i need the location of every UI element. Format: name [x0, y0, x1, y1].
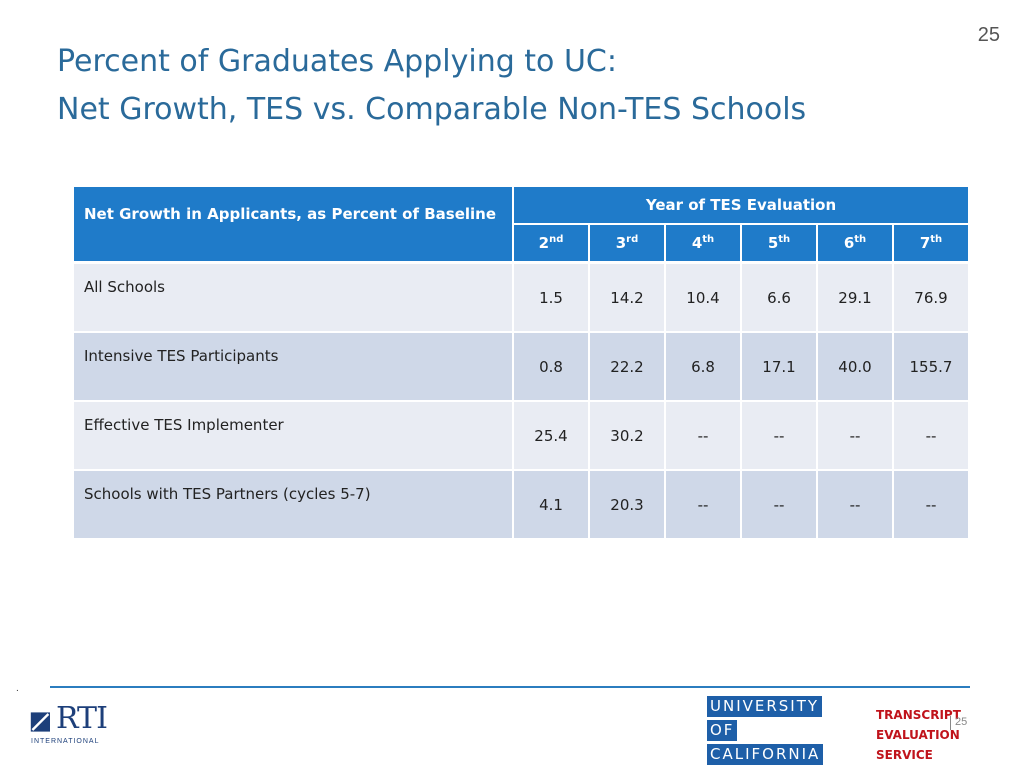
table-cell: 76.9 — [892, 261, 970, 333]
table-cell: 0.8 — [512, 331, 590, 402]
table-cell: -- — [892, 469, 970, 540]
table-row: Intensive TES Participants 0.8 22.2 6.8 … — [72, 331, 970, 402]
table-cell: 17.1 — [740, 331, 818, 402]
title-line-2: Net Growth, TES vs. Comparable Non-TES S… — [57, 92, 807, 127]
uc-logo: UNIVERSITY OF CALIFORNIA — [707, 696, 824, 768]
table-cell: 14.2 — [588, 261, 666, 333]
table-cell: 40.0 — [816, 331, 894, 402]
table-cell: 10.4 — [664, 261, 742, 333]
year-group-header: Year of TES Evaluation — [512, 185, 970, 225]
rti-logo: RTI — [56, 701, 108, 736]
table-cell: -- — [892, 400, 970, 471]
table-header-row-2: 2nd 3rd 4th 5th 6th 7th — [73, 223, 970, 264]
table-cell: -- — [664, 400, 742, 471]
row-label: Intensive TES Participants — [72, 331, 514, 402]
table-header-row-1: Net Growth in Applicants, as Percent of … — [72, 185, 970, 264]
table-cell: 1.5 — [512, 261, 590, 333]
table-row: All Schools 1.5 14.2 10.4 6.6 29.1 76.9 — [72, 261, 970, 333]
column-header: 5th — [740, 223, 818, 264]
table-cell: 6.6 — [740, 261, 818, 333]
tes-logo-line: SERVICE — [876, 748, 933, 762]
table-cell: 25.4 — [512, 400, 590, 471]
column-header: 7th — [892, 223, 970, 264]
rti-logo-subtitle: INTERNATIONAL — [31, 738, 100, 745]
page-number-divider — [950, 716, 951, 730]
row-label: All Schools — [72, 261, 514, 333]
footer-page-number: 25 — [955, 716, 968, 728]
table-cell: 155.7 — [892, 331, 970, 402]
table-cell: -- — [740, 469, 818, 540]
footer-dot: . — [16, 683, 19, 694]
table-cell: -- — [664, 469, 742, 540]
growth-table: Net Growth in Applicants, as Percent of … — [72, 185, 970, 540]
slide-number: 25 — [977, 24, 1000, 46]
table-cell: 4.1 — [512, 469, 590, 540]
table-cell: 20.3 — [588, 469, 666, 540]
row-label: Effective TES Implementer — [72, 400, 514, 471]
uc-logo-line: UNIVERSITY — [707, 696, 823, 717]
row-header-label: Net Growth in Applicants, as Percent of … — [72, 185, 514, 264]
rti-logo-mark — [30, 712, 50, 732]
slide-title: Percent of Graduates Applying to UC: Net… — [57, 38, 806, 134]
tes-logo-line: TRANSCRIPT — [876, 708, 961, 722]
table-cell: -- — [740, 400, 818, 471]
table-cell: 22.2 — [588, 331, 666, 402]
column-header: 6th — [816, 223, 894, 264]
footer-divider — [50, 686, 970, 688]
table-row: Effective TES Implementer 25.4 30.2 -- -… — [72, 400, 970, 471]
tes-logo: TRANSCRIPT EVALUATION SERVICE — [876, 705, 961, 765]
column-header: 4th — [664, 223, 742, 264]
table-row: Schools with TES Partners (cycles 5-7) 4… — [72, 469, 970, 540]
uc-logo-line: CALIFORNIA — [707, 744, 824, 765]
table-cell: -- — [816, 400, 894, 471]
column-header: 2nd — [512, 223, 590, 264]
table-cell: 6.8 — [664, 331, 742, 402]
row-label: Schools with TES Partners (cycles 5-7) — [72, 469, 514, 540]
table-cell: 30.2 — [588, 400, 666, 471]
uc-logo-line: OF — [707, 720, 738, 741]
column-header: 3rd — [588, 223, 666, 264]
tes-logo-line: EVALUATION — [876, 728, 960, 742]
table-cell: 29.1 — [816, 261, 894, 333]
title-line-1: Percent of Graduates Applying to UC: — [57, 44, 617, 79]
table-cell: -- — [816, 469, 894, 540]
